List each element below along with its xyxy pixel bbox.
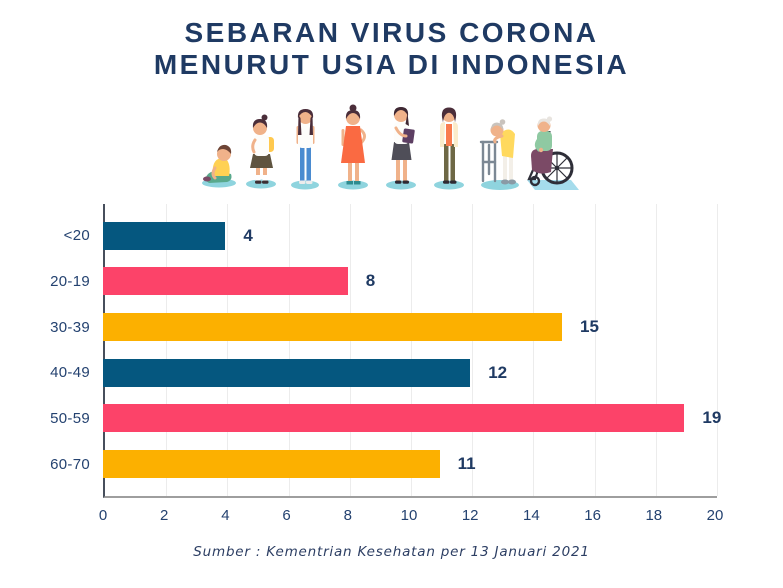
illustration-elderly-wheelchair: [526, 116, 579, 190]
illustration-toddler-sitting: [201, 144, 236, 188]
x-tick-label: 16: [584, 506, 601, 524]
gridline: [166, 203, 168, 496]
bar: [103, 221, 226, 250]
bar-track: 8: [103, 267, 715, 296]
plot-area: [103, 203, 718, 498]
gridline: [472, 203, 474, 496]
bar: [103, 358, 471, 387]
x-tick-label: 4: [221, 506, 230, 524]
x-tick-label: 18: [645, 506, 663, 524]
gridline: [288, 203, 290, 496]
people-illustration: [0, 84, 783, 196]
category-label: 60-70: [50, 455, 90, 473]
bar: [103, 404, 685, 433]
x-tick-label: 6: [282, 506, 291, 524]
gridline: [594, 203, 596, 496]
x-tick-label: 8: [343, 506, 352, 524]
gridline: [717, 203, 718, 496]
bar-row: 20-19 8: [0, 267, 715, 296]
page-title: SEBARAN VIRUS CORONA MENURUT USIA DI IND…: [0, 0, 783, 82]
x-tick-label: 0: [98, 506, 108, 524]
gridline: [411, 203, 412, 496]
bar-track: 11: [103, 450, 715, 479]
bar-row: 30-39 15: [0, 313, 715, 342]
gridline: [655, 203, 657, 496]
bar-track: 4: [103, 221, 715, 250]
bar-row: <20 4: [0, 221, 715, 250]
bar-row: 40-49 12: [0, 358, 715, 387]
source-caption: Sumber : Kementrian Kesehatan per 13 Jan…: [193, 544, 590, 560]
value-label: 11: [457, 454, 476, 474]
value-label: 8: [365, 271, 376, 291]
value-label: 12: [488, 362, 508, 382]
bar-row: 60-70 11: [0, 450, 715, 479]
bar-rows: <20 4 20-19 8 30-39 15 40-49 12 50-59 19 60-70 11: [0, 204, 721, 496]
gridline: [227, 203, 229, 496]
category-label: 50-59: [50, 409, 90, 427]
x-axis-ticks: 0 2 4 6 8 10 12 14 16 18 20: [99, 506, 724, 527]
x-tick-label: 10: [400, 506, 418, 524]
x-tick-label: 20: [706, 506, 724, 524]
category-label: 30-39: [50, 318, 90, 336]
gridline: [533, 203, 535, 496]
illustration-woman-orange-dress: [337, 104, 368, 190]
value-label: 4: [243, 225, 253, 245]
bar: [103, 313, 562, 342]
title-line-1: SEBARAN VIRUS CORONA: [184, 17, 599, 48]
bar-track: 12: [103, 358, 715, 387]
illustration-schoolgirl: [245, 114, 276, 189]
x-tick-label: 14: [523, 506, 540, 524]
value-label: 19: [702, 408, 722, 428]
bar: [103, 450, 440, 479]
title-line-2: MENURUT USIA DI INDONESIA: [153, 49, 630, 81]
illustration-woman-folder: [385, 106, 416, 190]
category-label: 40-49: [50, 364, 90, 382]
bar: [103, 267, 348, 296]
bar-track: 19: [103, 404, 721, 433]
illustration-teenager: [290, 108, 319, 190]
x-tick-label: 2: [160, 506, 169, 524]
bar-track: 15: [103, 313, 715, 342]
category-label: 20-19: [50, 272, 90, 290]
category-label: <20: [63, 227, 90, 245]
illustration-elderly-walker: [479, 119, 519, 190]
gridline: [349, 203, 351, 496]
bar-chart: <20 4 20-19 8 30-39 15 40-49 12 50-59 19 60-70 11 0…: [0, 203, 783, 534]
bar-row: 50-59 19: [0, 404, 721, 433]
illustration-woman-cardigan: [433, 107, 464, 190]
value-label: 15: [580, 317, 599, 337]
x-tick-label: 12: [461, 506, 479, 524]
people-illustration-svg: [201, 104, 579, 190]
